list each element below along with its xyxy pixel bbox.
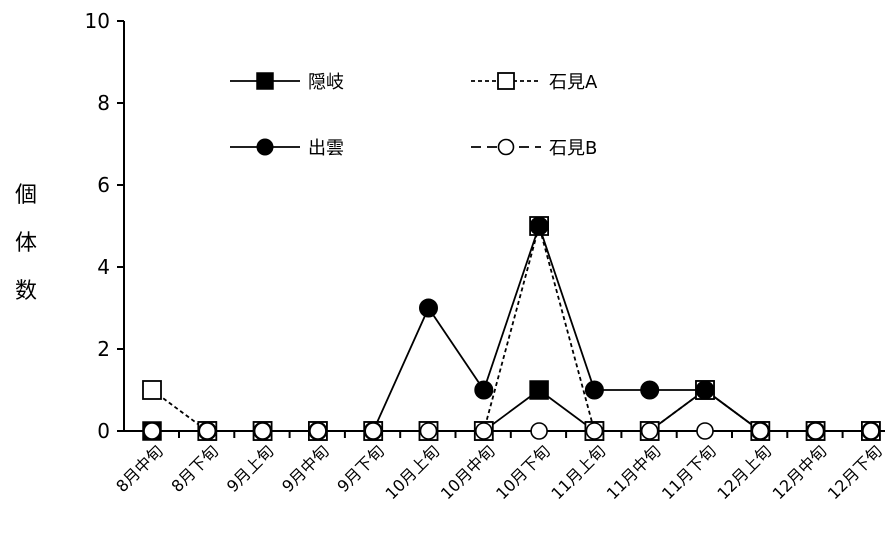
x-tick-label: 12月中旬 bbox=[769, 441, 831, 503]
legend-label: 隠岐 bbox=[308, 72, 344, 93]
marker-circle-open bbox=[253, 422, 272, 440]
marker-circle-filled bbox=[529, 216, 549, 236]
marker-circle-open bbox=[364, 422, 383, 440]
x-tick-label: 11月中旬 bbox=[603, 441, 665, 503]
series-layer bbox=[142, 216, 881, 441]
y-axis-label: 個体数 bbox=[15, 183, 37, 304]
y-tick-label: 6 bbox=[97, 173, 110, 197]
marker-circle-open bbox=[585, 422, 604, 440]
marker-circle-filled bbox=[695, 380, 715, 400]
legend: 隠岐 石見A 出雲 石見B bbox=[230, 72, 598, 159]
x-tick-label: 9月上旬 bbox=[223, 441, 278, 496]
marker-circle-open bbox=[530, 422, 548, 440]
legend-item: 出雲 bbox=[230, 138, 344, 159]
marker-circle-filled bbox=[474, 380, 494, 400]
legend-item: 石見B bbox=[471, 138, 597, 159]
marker-circle-open bbox=[198, 422, 217, 440]
marker-circle-open bbox=[143, 422, 161, 440]
marker-square-filled bbox=[529, 380, 549, 400]
y-tick-label: 10 bbox=[85, 9, 110, 33]
y-axis-label-char: 体 bbox=[15, 231, 37, 256]
x-tick-label: 10月中旬 bbox=[437, 441, 499, 503]
marker-circle-filled bbox=[584, 380, 604, 400]
x-ticks: 8月中旬 8月下旬 9月上旬 9月中旬 9月下旬10月上旬10月中旬10月下旬11月上旬… bbox=[112, 431, 886, 503]
x-tick-label: 11月上旬 bbox=[547, 441, 609, 503]
x-tick-label: 12月下旬 bbox=[824, 441, 886, 503]
marker-square-filled bbox=[256, 72, 274, 90]
marker-circle-filled bbox=[419, 298, 438, 318]
marker-circle-open bbox=[696, 422, 714, 440]
x-tick-label: 11月下旬 bbox=[658, 441, 720, 503]
marker-circle-open bbox=[862, 422, 880, 440]
x-tick-label: 8月下旬 bbox=[168, 441, 223, 496]
x-tick-label: 9月中旬 bbox=[278, 441, 333, 496]
series-markers-石見B bbox=[143, 422, 880, 440]
x-tick-label: 12月上旬 bbox=[713, 441, 775, 503]
legend-item: 隠岐 bbox=[230, 72, 344, 93]
marker-circle-open bbox=[419, 422, 438, 440]
y-tick-label: 8 bbox=[97, 91, 110, 115]
series-line-石見A bbox=[151, 222, 871, 432]
marker-square-open bbox=[142, 380, 162, 400]
y-axis-label-char: 個 bbox=[15, 183, 37, 208]
marker-circle-open bbox=[751, 422, 770, 440]
y-tick-label: 2 bbox=[97, 337, 110, 361]
series-line bbox=[151, 222, 871, 432]
x-tick-label: 10月上旬 bbox=[382, 441, 444, 503]
y-axis-label-char: 数 bbox=[15, 279, 37, 304]
marker-circle-open bbox=[806, 422, 825, 440]
legend-label: 出雲 bbox=[308, 138, 344, 159]
marker-circle-open bbox=[640, 422, 659, 440]
legend-label: 石見B bbox=[549, 138, 597, 159]
y-ticks: 0 2 4 6 8 10 bbox=[85, 9, 124, 443]
x-tick-label: 8月中旬 bbox=[112, 441, 167, 496]
marker-circle-open bbox=[497, 138, 515, 156]
legend-item: 石見A bbox=[471, 72, 598, 93]
x-tick-label: 10月下旬 bbox=[492, 441, 554, 503]
y-tick-label: 4 bbox=[97, 255, 110, 279]
legend-label: 石見A bbox=[549, 72, 598, 93]
x-tick-label: 9月下旬 bbox=[333, 441, 388, 496]
marker-circle-filled bbox=[640, 380, 660, 400]
marker-circle-open bbox=[309, 422, 327, 440]
marker-circle-open bbox=[474, 422, 493, 440]
marker-circle-filled bbox=[256, 138, 274, 156]
y-tick-label: 0 bbox=[97, 419, 110, 443]
marker-square-open bbox=[497, 72, 515, 90]
